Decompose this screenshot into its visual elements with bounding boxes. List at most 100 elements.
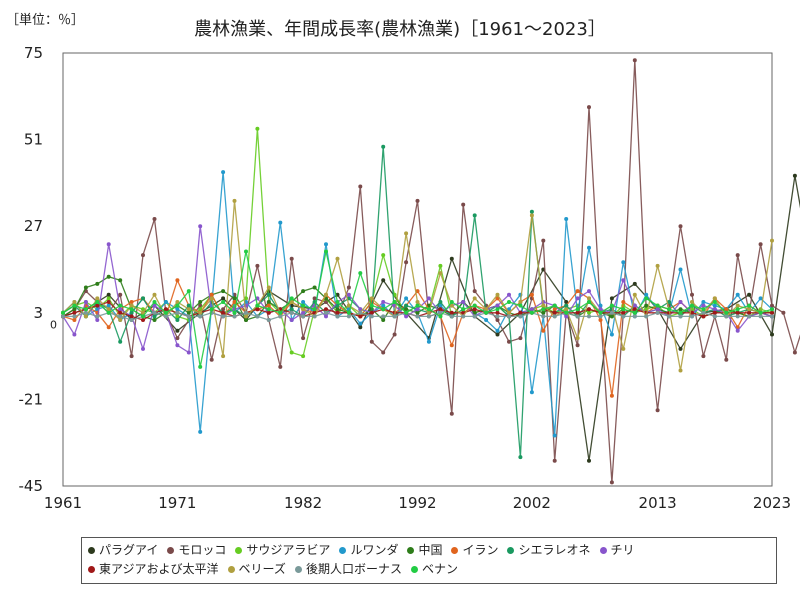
data-point [781,310,786,315]
data-point [118,314,123,319]
data-point [72,332,77,337]
data-point [712,310,717,315]
data-point [426,307,431,312]
data-point [72,314,77,319]
data-point [632,281,637,286]
data-point [392,314,397,319]
data-point [72,318,77,322]
legend-item: 東アジアおよび太平洋 [88,560,219,579]
legend-marker [167,547,175,554]
data-point [152,314,157,319]
data-point [587,289,591,294]
legend-item: ルワンダ [339,541,398,560]
data-point [289,300,294,304]
legend-item: モロッコ [167,541,226,560]
data-point [552,303,557,308]
legend-item: 後期人口ボーナス [294,560,402,579]
data-point [106,292,111,297]
data-point [598,310,603,315]
data-point [221,314,226,319]
data-point [244,318,248,322]
data-point [129,354,134,359]
legend-marker [507,547,515,554]
data-point [644,303,649,308]
data-point [358,321,363,326]
data-point [221,354,226,359]
data-point [701,354,706,359]
data-point [95,296,100,301]
x-tick-label: 1992 [398,494,436,512]
legend-label: 中国 [418,543,443,557]
data-point [461,314,466,319]
data-point [221,289,226,294]
data-point [266,292,271,297]
data-point [266,318,271,322]
data-point [507,300,511,304]
data-point [575,307,580,312]
data-point [438,300,443,304]
data-point [358,314,363,319]
data-point [529,209,534,214]
data-point [655,408,660,413]
data-point [609,393,614,398]
data-point [472,303,477,308]
data-point [61,314,65,319]
data-point [141,318,145,322]
data-point [335,300,340,304]
data-point [655,303,660,308]
legend-label: ベナン [421,562,458,576]
data-point [244,296,248,301]
data-point [438,307,443,312]
data-point [609,480,614,485]
data-point [541,314,546,319]
data-point [495,314,500,319]
data-point [301,354,306,359]
data-point [221,296,226,301]
data-point [575,296,580,301]
data-point [278,364,283,369]
data-point [621,307,626,312]
data-point [541,238,546,243]
data-point [758,296,763,301]
data-point [438,263,443,268]
data-point [415,314,420,319]
data-point [495,328,500,333]
legend-item: 中国 [407,541,442,560]
data-point [106,307,111,312]
data-point [163,314,168,319]
data-point [747,310,752,315]
x-tick-label: 1971 [158,494,196,512]
data-point [129,314,134,319]
series-group [61,249,774,369]
legend-label: モロッコ [178,543,227,557]
data-point [301,310,306,315]
data-point [724,314,729,319]
data-point [324,314,328,319]
data-point [426,314,431,319]
y-tick-label: 75 [24,44,43,62]
legend-label: ベリーズ [238,562,286,576]
data-point [301,289,306,294]
data-point [564,300,569,304]
data-point [118,303,123,308]
data-point [141,253,145,258]
data-point [518,455,523,460]
data-point [507,339,511,344]
data-point [472,314,477,319]
data-point [655,263,660,268]
data-point [770,307,774,312]
data-point [621,278,626,283]
data-point [198,310,203,315]
data-point [632,303,637,308]
data-point [518,336,523,341]
data-point [152,300,157,304]
data-point [186,350,191,355]
data-point [289,318,294,322]
legend-marker [410,566,418,573]
data-point [129,310,134,315]
data-point [175,300,180,304]
data-point [95,318,100,322]
data-point [381,300,386,304]
data-point [541,310,546,315]
data-point [301,336,306,341]
